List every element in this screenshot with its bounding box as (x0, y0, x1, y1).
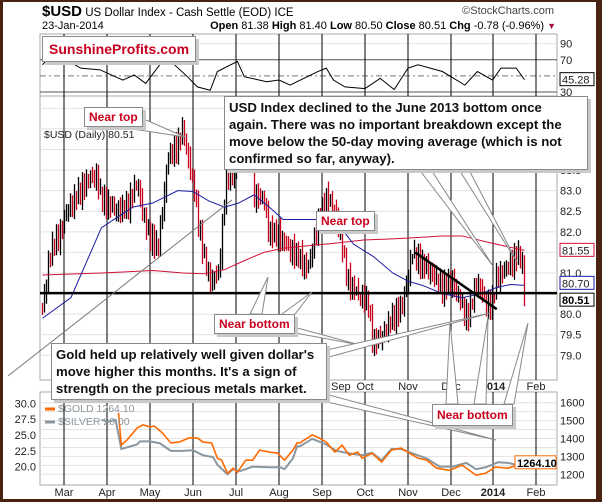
close-label: Close (385, 20, 416, 32)
symbol: $USD (42, 3, 83, 20)
chg-value: -0.78 (-0.96%) (473, 20, 545, 32)
high-label: High (271, 20, 297, 32)
gold-last-value: 1264.10 (517, 458, 557, 470)
callout-near-bottom-2: Near bottom (432, 404, 513, 426)
ma200-last-tag (559, 242, 595, 257)
price-xtick-label: Oct (356, 381, 373, 393)
watermark-sunshineprofits: SunshineProfits.com (42, 36, 197, 62)
silver-legend: $SILVER 20.00 (58, 416, 130, 428)
rsi-tick-label: 30 (560, 87, 572, 99)
rising-line (7, 199, 233, 377)
callout-usd-comment: USD Index declined to the June 2013 bott… (224, 96, 588, 170)
ohlc-summary: Open 81.38 High 81.40 Low 80.50 Close 80… (210, 20, 556, 32)
price-xtick-label: 2014 (481, 381, 506, 393)
gold-last-tag (514, 455, 557, 470)
rsi-line (42, 57, 525, 91)
price-xtick-label: Sep (331, 381, 351, 393)
gold-legend: $GOLD 1264.10 (58, 403, 135, 415)
silver-tick-label: 20.0 (15, 462, 36, 474)
bottom-xtick-label: Feb (527, 487, 546, 499)
bottom-xtick-label: Jun (184, 487, 202, 499)
price-legend: $USD (Daily) 80.51 (44, 129, 135, 141)
price-tick-label: 82.0 (560, 227, 581, 239)
price-tick-label: 80.0 (560, 309, 581, 321)
rsi-tick-label: 90 (560, 39, 572, 51)
open-label: Open (210, 20, 239, 32)
chart-title: $USD US Dollar Index - Cash Settle (EOD)… (42, 3, 294, 20)
bottom-xtick-label: Oct (356, 487, 373, 499)
rsi-last-tag (559, 72, 595, 87)
silver-tick-label: 22.5 (15, 446, 36, 458)
gold-tick-label: 1600 (560, 398, 584, 410)
bottom-xtick-label: Apr (98, 487, 115, 499)
silver-tick-label: 27.5 (15, 414, 36, 426)
bottom-xtick-label: Dec (441, 487, 461, 499)
chg-label: Chg (449, 20, 471, 32)
silver-line (101, 418, 525, 476)
price-xtick-label: Feb (527, 381, 546, 393)
bottom-xtick-label: Mar (55, 487, 74, 499)
price-tick-label: 79.0 (560, 350, 581, 362)
bottom-xtick-label: 2014 (481, 487, 506, 499)
callout-near-bottom-1: Near bottom (214, 314, 295, 334)
ma50-last-tag (559, 275, 595, 290)
gold-tick-label: 1200 (560, 469, 584, 481)
gold-line (117, 412, 525, 477)
close-last-value: 80.51 (562, 295, 590, 307)
gold-tick-label: 1300 (560, 451, 584, 463)
close-last-tag (559, 292, 595, 307)
gold-tick-label: 1500 (560, 416, 584, 428)
callout-near-top-2: Near top (316, 211, 375, 231)
price-tick-label: 79.5 (560, 330, 581, 342)
gold-tick-label: 1400 (560, 434, 584, 446)
close-value: 80.51 (418, 20, 447, 32)
price-xtick-label: Nov (398, 381, 418, 393)
downtrend-line (414, 251, 498, 311)
callout-near-top-1: Near top (84, 107, 143, 127)
bottom-xtick-label: May (140, 487, 161, 499)
price-tick-label: 83.0 (560, 186, 581, 198)
down-triangle-icon: ▼ (547, 21, 556, 31)
ma200-line (42, 235, 525, 276)
chart-date: 23-Jan-2014 (42, 20, 104, 32)
rsi-last-value: 45.28 (562, 75, 590, 87)
open-value: 81.38 (241, 20, 269, 32)
ma200-last-value: 81.55 (562, 245, 590, 257)
high-value: 81.40 (299, 20, 327, 32)
bottom-xtick-label: Jul (229, 487, 243, 499)
ma50-line (42, 190, 525, 319)
price-tick-label: 82.5 (560, 206, 581, 218)
ma50-last-value: 80.70 (562, 278, 590, 290)
low-value: 80.50 (355, 20, 383, 32)
silver-tick-label: 25.0 (15, 430, 36, 442)
bottom-xtick-label: Sep (312, 487, 332, 499)
bottom-xtick-label: Aug (269, 487, 289, 499)
low-label: Low (329, 20, 352, 32)
instrument-name: US Dollar Index - Cash Settle (EOD) ICE (85, 7, 294, 19)
callout-gold-comment: Gold held up relatively well given dolla… (51, 343, 327, 400)
bottom-xtick-label: Nov (398, 487, 418, 499)
rsi-tick-label: 70 (560, 55, 572, 67)
copyright: ©StockCharts.com (462, 5, 554, 17)
silver-tick-label: 30.0 (15, 398, 36, 410)
